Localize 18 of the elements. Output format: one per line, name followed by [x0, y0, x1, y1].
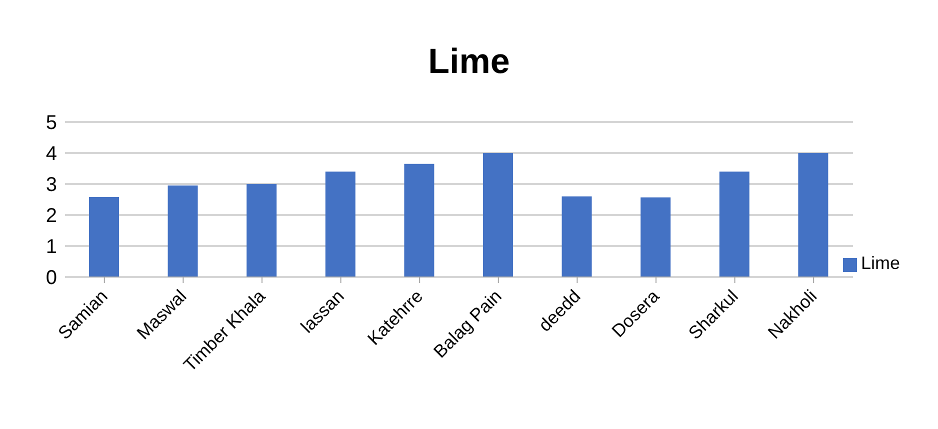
- y-tick-label: 5: [46, 112, 57, 134]
- bar: [246, 184, 277, 277]
- y-tick-label: 3: [46, 174, 57, 196]
- y-tick-label: 1: [46, 236, 57, 258]
- chart-title: Lime: [427, 42, 511, 82]
- bar: [562, 196, 592, 277]
- bar: [719, 172, 750, 277]
- bar: [89, 197, 119, 277]
- bar: [404, 164, 434, 277]
- bar: [640, 197, 671, 277]
- legend-label: Lime: [860, 253, 900, 273]
- bar: [325, 172, 356, 277]
- y-tick-label: 4: [46, 143, 57, 166]
- bar: [482, 153, 513, 277]
- bar: [168, 186, 198, 277]
- y-tick-label: 0: [46, 267, 57, 290]
- y-tick-label: 2: [46, 205, 57, 228]
- bar: [798, 153, 828, 277]
